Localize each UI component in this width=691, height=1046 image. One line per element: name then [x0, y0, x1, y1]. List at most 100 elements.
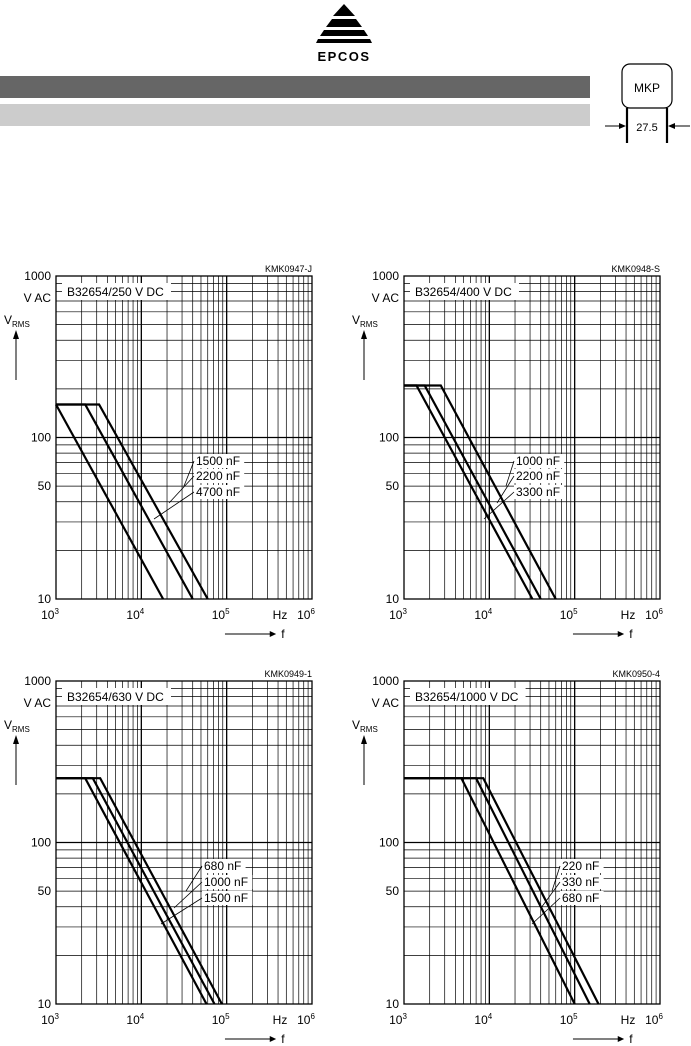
y-tick-label: 1000: [24, 674, 51, 688]
series-label: 2200 nF: [516, 469, 560, 483]
x-tick-label: 106: [645, 1012, 663, 1027]
series-label: 680 nF: [204, 859, 241, 873]
series-label: 2200 nF: [196, 469, 240, 483]
x-tick-label: 103: [389, 1012, 407, 1027]
epcos-triangle-logo-icon: [316, 4, 372, 43]
x-tick-label: 104: [126, 1012, 144, 1027]
leader-line: [551, 865, 561, 892]
x-tick-label: 105: [212, 607, 230, 622]
x-tick-label: 105: [560, 1012, 578, 1027]
y-unit: V AC: [372, 291, 400, 305]
y-axis-arrowhead: [361, 330, 367, 339]
y-axis-label: VRMS: [4, 313, 30, 329]
x-unit: Hz: [273, 1013, 288, 1027]
x-tick-label: 106: [297, 607, 315, 622]
title-box-bg: [410, 688, 526, 705]
y-unit: V AC: [24, 696, 52, 710]
x-tick-label: 104: [126, 607, 144, 622]
chart-title: B32654/1000 V DC: [415, 690, 519, 704]
y-tick-label: 1000: [372, 269, 399, 283]
series-line-1500-nF: [56, 777, 208, 1005]
x-axis-label: f: [629, 1032, 633, 1046]
series-label: 1500 nF: [196, 454, 240, 468]
series-label: 3300 nF: [516, 485, 560, 499]
grid: [404, 276, 660, 599]
plot-frame: [55, 680, 313, 1005]
series-label-bg: [514, 454, 565, 468]
chart-title: B32654/400 V DC: [415, 285, 512, 299]
title-box-bg: [62, 688, 171, 705]
grid: [56, 681, 312, 1004]
y-tick-label: 1000: [372, 674, 399, 688]
y-tick-label: 50: [386, 884, 400, 898]
capacitor-package-icon: MKP 27.5: [605, 63, 690, 143]
y-axis-label: VRMS: [352, 718, 378, 734]
x-axis-label: f: [629, 627, 633, 641]
x-axis-arrowhead: [617, 631, 625, 637]
x-tick-label: 103: [41, 607, 59, 622]
leader-line: [540, 881, 561, 909]
leader-line: [505, 460, 515, 487]
series-label-bg: [194, 454, 245, 468]
y-axis-arrowhead: [361, 735, 367, 744]
x-axis-label: f: [281, 1032, 285, 1046]
title-box-bg: [62, 283, 171, 300]
package-pitch: 27.5: [636, 122, 657, 134]
y-tick-label: 100: [31, 431, 51, 445]
series-label-bg: [202, 891, 253, 905]
y-unit: V AC: [372, 696, 400, 710]
header-bar-light: [0, 104, 590, 126]
series-label-bg: [560, 891, 604, 905]
x-tick-label: 105: [560, 607, 578, 622]
series-line-3300-nF: [404, 384, 534, 600]
series-label-bg: [560, 859, 604, 873]
y-tick-label: 100: [31, 836, 51, 850]
package-label: MKP: [634, 81, 660, 95]
x-unit: Hz: [273, 608, 288, 622]
series-label: 1000 nF: [516, 454, 560, 468]
plot-frame: [403, 680, 661, 1005]
y-tick-label: 100: [379, 431, 399, 445]
leader-line: [531, 897, 561, 925]
leader-line: [183, 460, 195, 487]
x-unit: Hz: [621, 608, 636, 622]
y-tick-label: 10: [38, 997, 52, 1011]
x-axis-label: f: [281, 627, 285, 641]
x-axis-arrowhead: [269, 631, 277, 637]
series-label: 4700 nF: [196, 485, 240, 499]
series-label-bg: [194, 469, 245, 483]
grid: [404, 681, 660, 1004]
y-axis-label: VRMS: [352, 313, 378, 329]
series-label-bg: [194, 485, 245, 499]
chart-code: KMK0950-4: [612, 669, 660, 679]
leader-line: [153, 491, 195, 520]
y-axis-arrowhead: [13, 330, 19, 339]
y-unit: V AC: [24, 291, 52, 305]
x-unit: Hz: [621, 1013, 636, 1027]
leader-line: [168, 475, 195, 504]
chart-code: KMK0948-S: [611, 264, 660, 274]
x-tick-label: 106: [645, 607, 663, 622]
x-tick-label: 104: [474, 1012, 492, 1027]
x-tick-label: 106: [297, 1012, 315, 1027]
y-tick-label: 50: [386, 479, 400, 493]
y-axis-label: VRMS: [4, 718, 30, 734]
chart-3: KMK0949-1 B32654/630 V DC 1000 100 50 10 V AC V…: [4, 669, 315, 1046]
series-label: 220 nF: [562, 859, 599, 873]
series-label: 1000 nF: [204, 875, 248, 889]
y-axis-arrowhead: [13, 735, 19, 744]
leader-line: [185, 865, 203, 892]
series-label-bg: [560, 875, 604, 889]
series-line-680-nF: [404, 777, 576, 1005]
x-axis-arrowhead: [269, 1036, 277, 1042]
title-box-bg: [410, 283, 519, 300]
grid: [56, 276, 312, 599]
series-label: 330 nF: [562, 875, 599, 889]
x-tick-label: 105: [212, 1012, 230, 1027]
chart-1: KMK0947-J B32654/250 V DC 1000 100 50 10 V AC V…: [4, 264, 315, 641]
plot-frame: [55, 275, 313, 600]
series-label-bg: [202, 875, 253, 889]
y-tick-label: 50: [38, 479, 52, 493]
header-bar-dark: [0, 76, 590, 98]
